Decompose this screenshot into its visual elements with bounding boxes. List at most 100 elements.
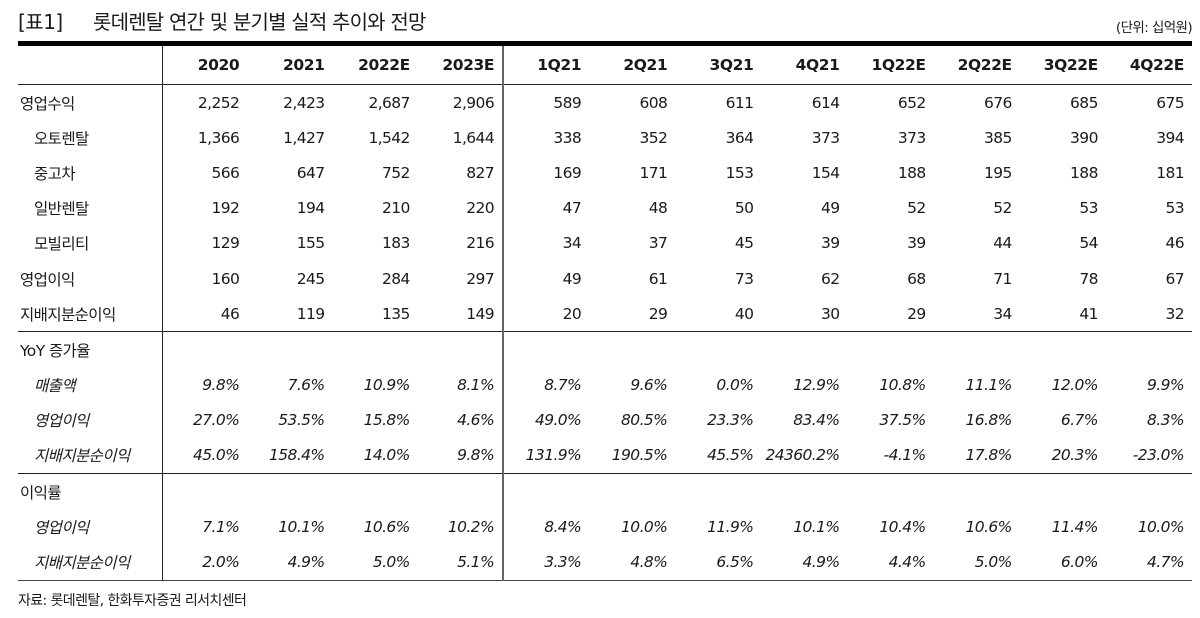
table-cell: 2.0%: [202, 553, 240, 572]
table-cell: 194: [296, 199, 325, 218]
table-cell: 10.1%: [793, 517, 840, 536]
table-cell: 39: [820, 234, 840, 253]
table-cell: 45: [734, 234, 754, 253]
table-cell: 135: [382, 304, 410, 323]
table-cell: 190.5%: [611, 446, 668, 465]
table-cell: [332, 331, 418, 368]
row-label: 영업이익: [18, 402, 163, 438]
table-cell: [1019, 473, 1106, 510]
table-cell: 53: [1079, 199, 1098, 218]
row-label: 중고차: [18, 155, 163, 191]
table-cell: 34: [993, 304, 1012, 323]
table-cell: 7.6%: [287, 376, 326, 395]
row-label: 오토렌탈: [18, 120, 163, 156]
column-header: 4Q21: [761, 43, 848, 85]
column-header: 1Q22E: [847, 43, 934, 85]
table-cell: 12.9%: [793, 376, 840, 395]
table-cell: 6.0%: [1060, 553, 1099, 572]
table-cell: 9.8%: [417, 437, 505, 474]
table-cell: 394: [1156, 128, 1184, 147]
table-cell: 46: [220, 304, 240, 323]
row-label: 이익률: [18, 473, 163, 510]
table-cell: 4.7%: [1147, 553, 1185, 572]
table-cell: [675, 473, 762, 510]
table-cell: [933, 331, 1020, 368]
table-row: 중고차 566 647 752 827 169 171 153 154 188 195 188 181: [18, 155, 1192, 191]
table-cell: 48: [648, 199, 668, 218]
table-cell: 9.9%: [1147, 376, 1185, 395]
table-cell: [1105, 473, 1192, 510]
table-cell: 210: [382, 199, 410, 218]
row-label: 영업수익: [18, 84, 163, 121]
section-header-row: 이익률: [18, 473, 1192, 510]
table-cell: [162, 473, 248, 510]
table-cell: 5.1%: [417, 544, 505, 581]
column-header: 1Q21: [503, 43, 590, 85]
table-cell: 83.4%: [793, 411, 840, 430]
column-header: 2020: [162, 43, 248, 85]
table-cell: 73: [734, 269, 754, 288]
table-cell: 10.9%: [363, 376, 411, 395]
table-cell: [761, 473, 848, 510]
table-cell: 10.0%: [1137, 517, 1185, 536]
table-row: 지배지분순이익 46 119 135 149 20 29 40 30 29 34 41 32: [18, 296, 1192, 332]
table-cell: 52: [907, 199, 926, 218]
table-cell: 4.9%: [802, 553, 841, 572]
table-cell: [933, 473, 1020, 510]
table-cell: 608: [639, 93, 668, 112]
table-cell: 44: [993, 234, 1012, 253]
source-footnote: 자료: 롯데렌탈, 한화투자증권 리서치센터: [18, 593, 247, 609]
table-cell: 11.1%: [965, 376, 1012, 395]
table-row: 지배지분순이익 2.0% 4.9% 5.0% 5.1% 3.3% 4.8% 6.5% 4.9% 4…: [18, 544, 1192, 581]
table-cell: 220: [417, 190, 505, 226]
table-cell: 10.1%: [278, 517, 325, 536]
table-cell: [417, 473, 505, 510]
table-cell: 17.8%: [965, 446, 1012, 465]
table-cell: [589, 331, 676, 368]
table-cell: 40: [734, 304, 754, 323]
table-cell: 158.4%: [269, 446, 325, 465]
table-cell: 1,644: [417, 120, 505, 156]
column-header: 2Q21: [589, 43, 676, 85]
column-header: 3Q22E: [1019, 43, 1106, 85]
table-cell: 676: [983, 93, 1012, 112]
table-cell: 71: [993, 269, 1012, 288]
table-cell: [761, 331, 848, 368]
table-cell: 68: [907, 269, 926, 288]
table-cell: 23.3%: [707, 411, 754, 430]
table-cell: 49: [562, 269, 582, 288]
table-cell: 2,906: [417, 84, 505, 121]
table-cell: 171: [639, 163, 668, 182]
table-cell: 50: [734, 199, 754, 218]
table-cell: 752: [382, 163, 410, 182]
earnings-table: 2020 2021 2022E 2023E 1Q21 2Q21 3Q21 4Q2…: [18, 41, 1192, 581]
table-number: [표1]: [18, 10, 63, 34]
table-cell: 32: [1165, 304, 1184, 323]
table-cell: 30: [820, 304, 840, 323]
row-label: 지배지분순이익: [18, 437, 163, 474]
table-cell: 1,427: [283, 128, 325, 147]
row-label: 모빌리티: [18, 225, 163, 261]
unit-label: (단위: 십억원): [1115, 20, 1193, 36]
table-cell: 20.3%: [1051, 446, 1099, 465]
table-cell: 160: [211, 269, 240, 288]
table-cell: 49.0%: [534, 411, 582, 430]
table-row: 영업이익 7.1% 10.1% 10.6% 10.2% 8.4% 10.0% 11.9% 10.…: [18, 509, 1192, 545]
table-cell: 1,542: [368, 128, 410, 147]
table-cell: 61: [648, 269, 668, 288]
table-cell: 53.5%: [278, 411, 325, 430]
table-title-bar: [표1] 롯데렌탈 연간 및 분기별 실적 추이와 전망 (단위: 십억원): [18, 6, 1193, 36]
table-cell: 37.5%: [879, 411, 926, 430]
table-cell: 284: [382, 269, 410, 288]
table-cell: 385: [983, 128, 1012, 147]
table-cell: 15.8%: [363, 411, 411, 430]
table-cell: [417, 331, 505, 368]
table-cell: 131.9%: [525, 446, 582, 465]
table-cell: 9.6%: [630, 376, 668, 395]
table-cell: 5.0%: [974, 553, 1013, 572]
table-cell: 566: [211, 163, 240, 182]
table-cell: 352: [639, 128, 668, 147]
header-blank: [18, 43, 163, 85]
table-cell: 589: [553, 93, 582, 112]
table-cell: 14.0%: [363, 446, 411, 465]
